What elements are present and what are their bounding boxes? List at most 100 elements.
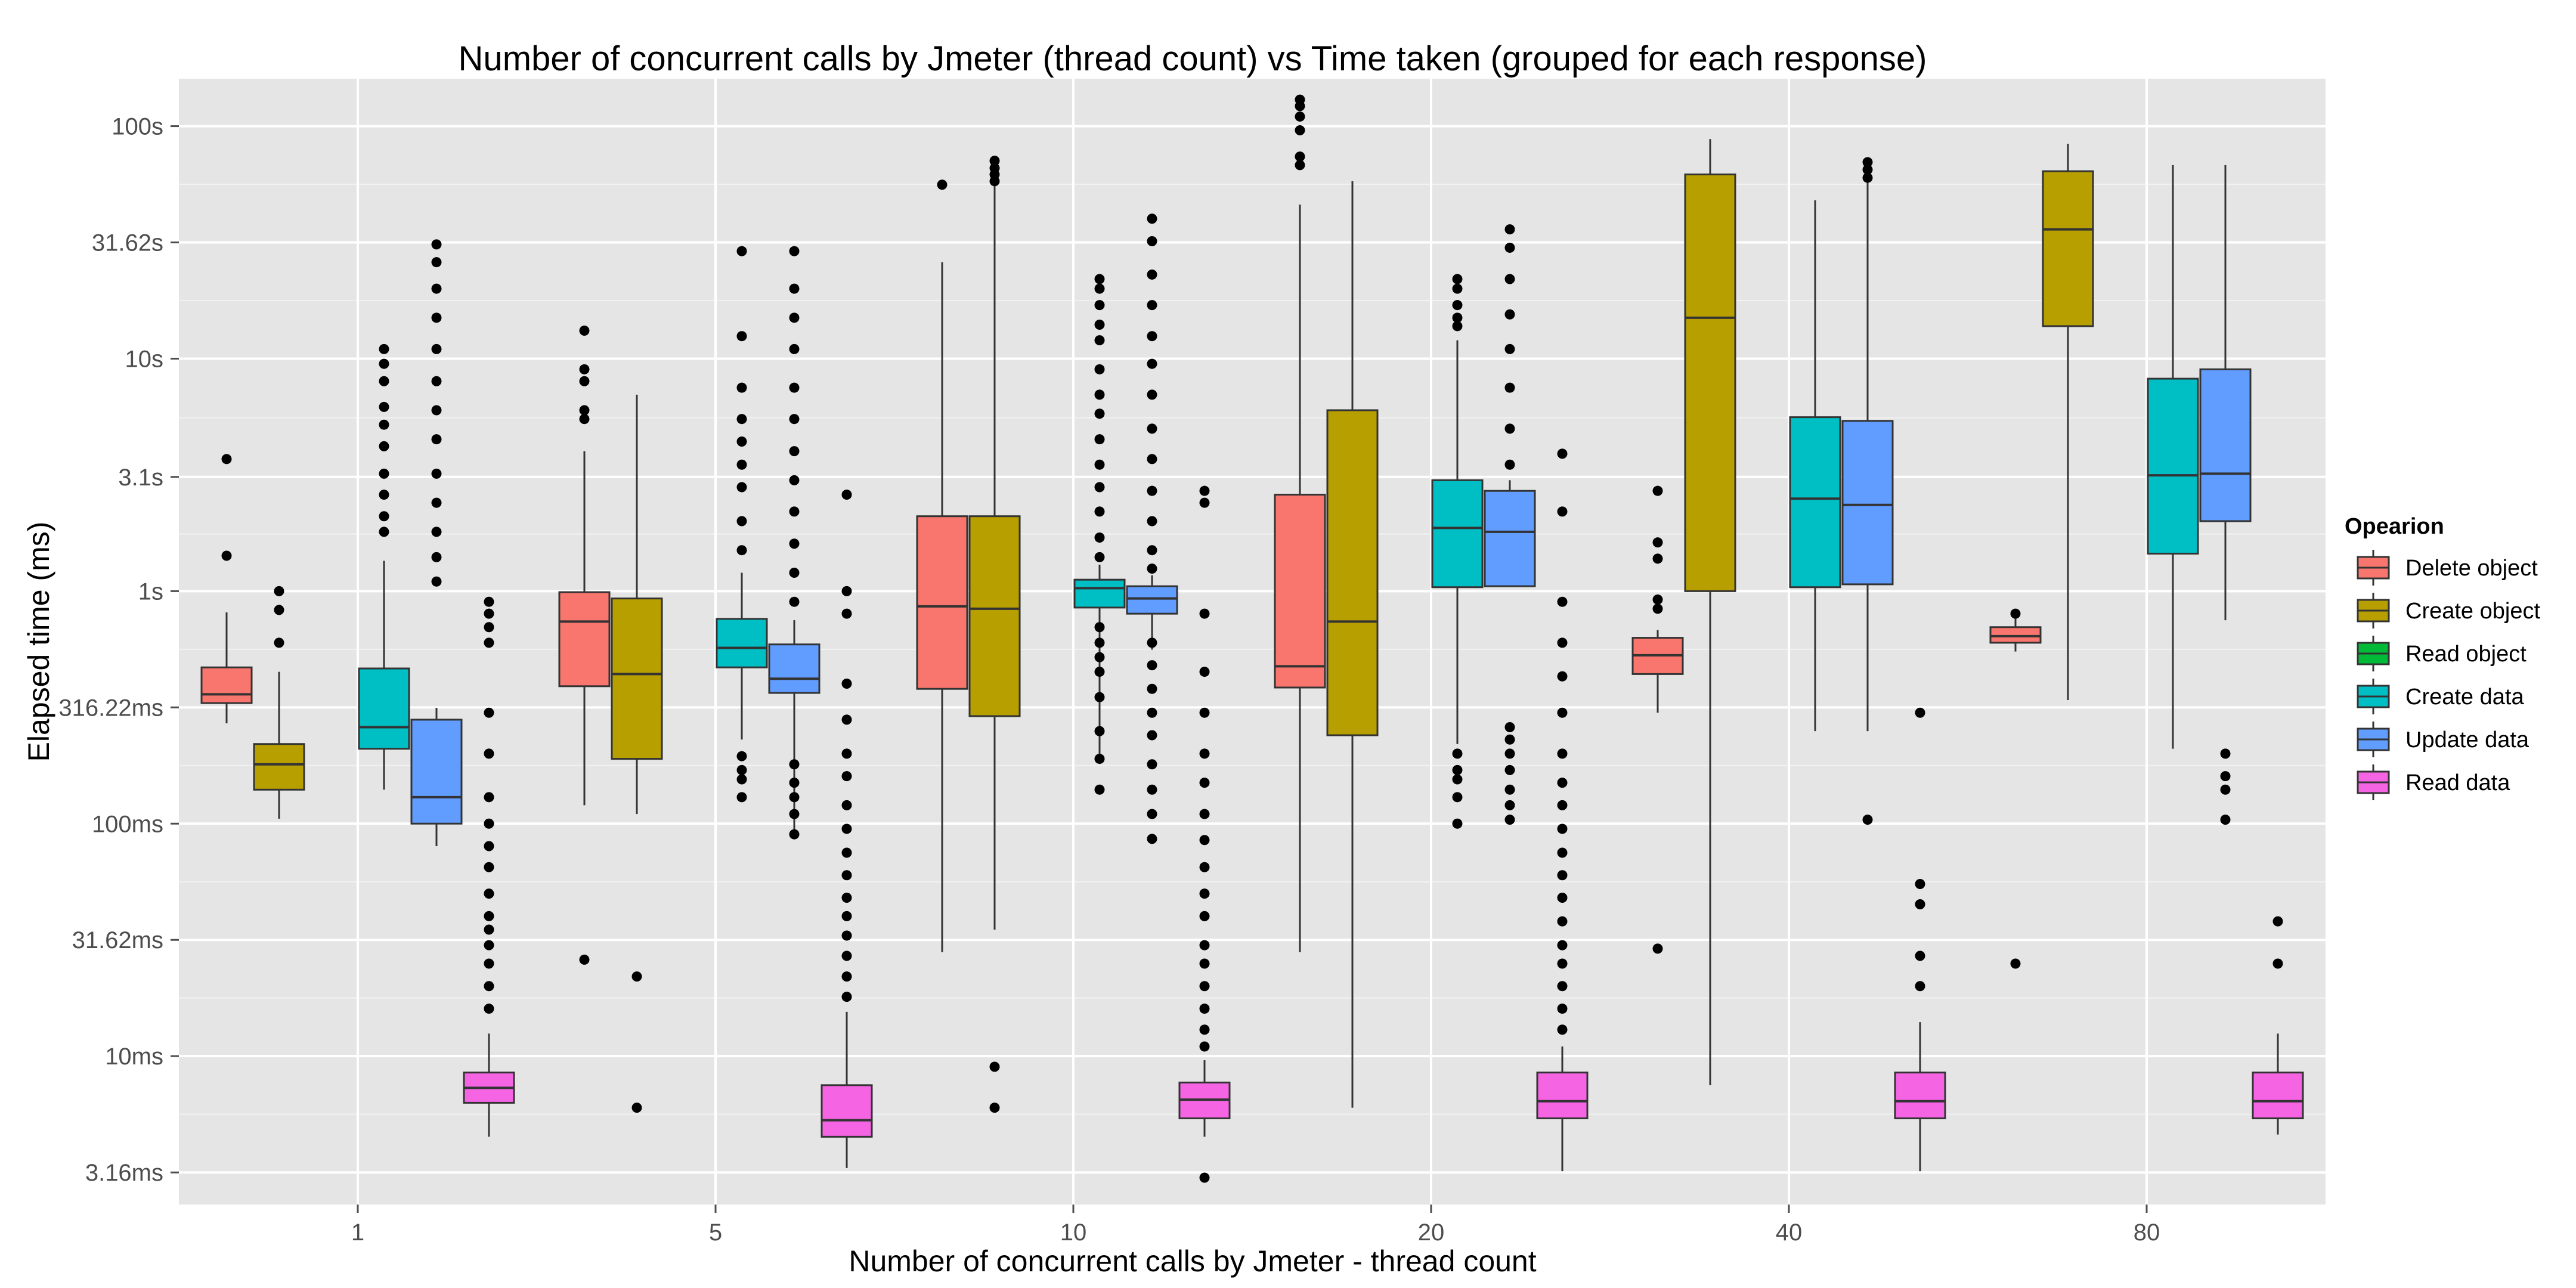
outlier-point: [1652, 594, 1663, 605]
outlier-point: [484, 862, 494, 872]
outlier-point: [1147, 730, 1157, 741]
outlier-point: [736, 414, 747, 425]
outlier-point: [431, 376, 442, 386]
outlier-point: [789, 414, 800, 425]
legend-item-delete-object: Delete object: [2357, 550, 2538, 586]
outlier-point: [736, 436, 747, 447]
outlier-point: [736, 382, 747, 393]
outlier-point: [484, 841, 494, 852]
outlier-point: [379, 511, 389, 522]
outlier-point: [1094, 320, 1105, 330]
outlier-point: [1452, 312, 1463, 323]
outlier-point: [1295, 111, 1305, 122]
box-create-object-1: [253, 586, 305, 819]
y-tick-label: 100ms: [92, 811, 163, 837]
outlier-point: [789, 596, 800, 607]
outlier-point: [1504, 423, 1515, 434]
box-body: [1274, 494, 1326, 689]
box-body: [1789, 416, 1841, 589]
outlier-point: [379, 527, 389, 537]
x-axis-title: Number of concurrent calls by Jmeter - t…: [849, 1244, 1536, 1278]
outlier-point: [1199, 940, 1210, 950]
outlier-point: [1094, 300, 1105, 311]
outlier-point: [1199, 485, 1210, 496]
outlier-point: [1147, 213, 1157, 224]
box-create-data-1: [358, 343, 410, 790]
outlier-point: [789, 312, 800, 323]
legend-label: Read data: [2405, 770, 2510, 795]
outlier-point: [841, 950, 852, 961]
outlier-point: [841, 911, 852, 921]
outlier-point: [1557, 1024, 1568, 1035]
outlier-point: [1199, 608, 1210, 619]
outlier-point: [1147, 269, 1157, 280]
outlier-point: [379, 376, 389, 386]
outlier-point: [736, 246, 747, 256]
box-body: [1484, 490, 1536, 587]
outlier-point: [736, 792, 747, 803]
outlier-point: [989, 163, 1000, 174]
outlier-point: [1504, 382, 1515, 393]
outlier-point: [1557, 637, 1568, 648]
outlier-point: [1557, 1004, 1568, 1014]
outlier-point: [221, 454, 232, 465]
outlier-point: [1504, 800, 1515, 810]
box-body: [1894, 1072, 1946, 1119]
outlier-point: [841, 714, 852, 725]
outlier-point: [484, 981, 494, 992]
outlier-point: [484, 958, 494, 969]
legend-item-read-data: Read data: [2357, 764, 2510, 800]
outlier-point: [989, 1061, 1000, 1072]
legend-item-read-object: Read object: [2357, 636, 2527, 671]
outlier-point: [2010, 958, 2021, 969]
outlier-point: [1094, 532, 1105, 543]
x-tick-label: 40: [1776, 1219, 1803, 1246]
outlier-point: [1199, 911, 1210, 921]
outlier-point: [579, 364, 590, 374]
outlier-point: [431, 343, 442, 354]
outlier-point: [841, 893, 852, 903]
box-body: [611, 597, 663, 760]
outlier-point: [1504, 224, 1515, 235]
outlier-point: [379, 419, 389, 430]
outlier-point: [789, 343, 800, 354]
outlier-point: [1557, 893, 1568, 903]
outlier-point: [1199, 748, 1210, 759]
outlier-point: [631, 971, 642, 982]
outlier-point: [579, 405, 590, 416]
outlier-point: [789, 759, 800, 770]
outlier-point: [1094, 335, 1105, 346]
outlier-point: [1862, 172, 1873, 183]
legend-item-create-object: Create object: [2357, 593, 2540, 628]
outlier-point: [841, 490, 852, 500]
outlier-point: [1094, 389, 1105, 400]
outlier-point: [789, 446, 800, 457]
outlier-point: [379, 343, 389, 354]
outlier-point: [1147, 660, 1157, 671]
outlier-point: [736, 764, 747, 775]
box-delete-object-1: [200, 454, 253, 724]
outlier-point: [1147, 300, 1157, 311]
outlier-point: [1094, 274, 1105, 284]
outlier-point: [431, 239, 442, 250]
box-read-data-80: [2252, 916, 2304, 1135]
box-body: [200, 666, 253, 704]
outlier-point: [841, 930, 852, 941]
outlier-point: [1557, 958, 1568, 969]
outlier-point: [841, 992, 852, 1002]
outlier-point: [1094, 459, 1105, 470]
outlier-point: [2010, 608, 2021, 619]
legend-label: Create data: [2405, 685, 2524, 710]
legend-title: Opearion: [2345, 514, 2444, 539]
box-create-object-80: [2042, 144, 2094, 701]
outlier-point: [1295, 151, 1305, 162]
y-tick-label: 31.62s: [92, 230, 163, 256]
outlier-point: [484, 818, 494, 829]
outlier-point: [1915, 950, 1925, 961]
box-update-data-40: [1841, 157, 1894, 825]
outlier-point: [484, 792, 494, 803]
box-body: [358, 667, 410, 750]
outlier-point: [379, 358, 389, 369]
outlier-point: [789, 778, 800, 788]
